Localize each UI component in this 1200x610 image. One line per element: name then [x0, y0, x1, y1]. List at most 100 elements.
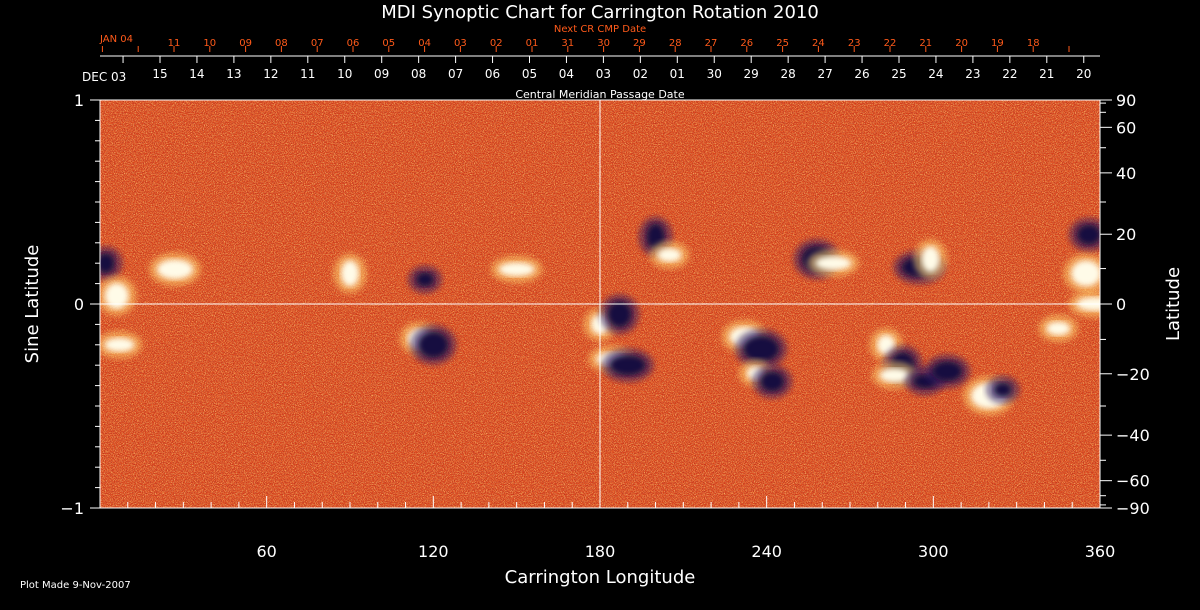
next-cr-date-label: 31 — [561, 38, 574, 49]
positive-polarity-region — [815, 256, 852, 271]
positive-polarity-region — [341, 260, 359, 287]
next-cr-date-label: 22 — [884, 38, 897, 49]
y2-tick-label: 0 — [1116, 295, 1126, 314]
cmp-date-label: 20 — [1076, 67, 1091, 81]
y2-tick-label: 40 — [1116, 164, 1136, 183]
negative-polarity-region — [609, 355, 646, 376]
x-tick-label: 240 — [751, 542, 782, 561]
active-regions — [100, 216, 1100, 416]
y2-tick-label: −90 — [1116, 499, 1150, 518]
negative-polarity-region — [760, 371, 785, 392]
cmp-date-label: 01 — [670, 67, 685, 81]
next-cr-date-label: 23 — [848, 38, 861, 49]
x-tick-label: 60 — [256, 542, 276, 561]
next-cr-date-label: 21 — [919, 38, 932, 49]
cmp-date-label: 26 — [854, 67, 869, 81]
next-cr-date-label: 02 — [490, 38, 503, 49]
positive-polarity-region — [1071, 260, 1100, 287]
cmp-date-label: 28 — [781, 67, 796, 81]
positive-polarity-region — [1046, 321, 1071, 336]
cmp-date-label: 09 — [374, 67, 389, 81]
next-cr-date-label: 20 — [955, 38, 968, 49]
cmp-date-label: 12 — [263, 67, 278, 81]
y2-tick-label: 90 — [1116, 91, 1136, 110]
cmp-date-label: 03 — [596, 67, 611, 81]
cmp-date-label: 29 — [744, 67, 759, 81]
next-cr-date-label: 25 — [776, 38, 789, 49]
cmp-date-label: 07 — [448, 67, 463, 81]
x-tick-label: 120 — [418, 542, 449, 561]
positive-polarity-region — [657, 248, 682, 263]
cmp-date-label: 05 — [522, 67, 537, 81]
next-cr-date-label: 11 — [168, 38, 181, 49]
next-cr-start-label: JAN 04 — [99, 34, 133, 45]
y2-tick-label: −20 — [1116, 365, 1150, 384]
next-cr-date-label: 27 — [705, 38, 718, 49]
y2-tick-label: −40 — [1116, 426, 1150, 445]
cmp-date-label: 15 — [152, 67, 167, 81]
x-tick-label: 360 — [1085, 542, 1116, 561]
next-cr-date-label: 07 — [311, 38, 324, 49]
positive-polarity-region — [498, 262, 535, 277]
cmp-date-label: 14 — [189, 67, 204, 81]
cmp-date-label: 23 — [965, 67, 980, 81]
next-cr-date-label: 06 — [347, 38, 360, 49]
x-tick-label: 180 — [585, 542, 616, 561]
y-tick-label: −1 — [60, 499, 84, 518]
plot-made-note: Plot Made 9-Nov-2007 — [20, 580, 131, 591]
y2-tick-label: 60 — [1116, 118, 1136, 137]
cmp-date-label: 08 — [411, 67, 426, 81]
cmp-date-label: 13 — [226, 67, 241, 81]
negative-polarity-region — [607, 301, 632, 328]
cmp-date-label: 22 — [1002, 67, 1017, 81]
next-cr-date-label: 19 — [991, 38, 1004, 49]
next-cr-date-label: 01 — [526, 38, 539, 49]
cmp-date-label: 04 — [559, 67, 574, 81]
next-cr-date-label: 09 — [239, 38, 252, 49]
x-axis-label: Carrington Longitude — [505, 567, 696, 588]
cmp-start-label: DEC 03 — [82, 70, 126, 84]
negative-polarity-region — [100, 253, 115, 274]
cmp-date-label: 10 — [337, 67, 352, 81]
y-axis-label: Sine Latitude — [22, 245, 43, 364]
cmp-date-label: 21 — [1039, 67, 1054, 81]
negative-polarity-region — [932, 361, 963, 382]
cmp-axis-label: Central Meridian Passage Date — [515, 88, 684, 101]
negative-polarity-region — [1076, 224, 1100, 245]
chart-title: MDI Synoptic Chart for Carrington Rotati… — [381, 2, 819, 23]
cmp-date-label: 06 — [485, 67, 500, 81]
y2-tick-label: 20 — [1116, 225, 1136, 244]
cmp-date-label: 25 — [891, 67, 906, 81]
negative-polarity-region — [418, 331, 449, 358]
next-cr-date-label: 29 — [633, 38, 646, 49]
positive-polarity-region — [157, 259, 193, 280]
next-cr-axis-label: Next CR CMP Date — [554, 24, 646, 35]
next-cr-date-label: 24 — [812, 38, 825, 49]
y-tick-label: 1 — [74, 91, 84, 110]
next-cr-date-label: 28 — [669, 38, 682, 49]
negative-polarity-region — [993, 382, 1012, 397]
next-cr-date-label: 18 — [1027, 38, 1040, 49]
next-cr-date-label: 08 — [275, 38, 288, 49]
positive-polarity-region — [879, 368, 910, 383]
cmp-date-label: 02 — [633, 67, 648, 81]
next-cr-date-label: 30 — [597, 38, 610, 49]
next-cr-date-label: 10 — [203, 38, 216, 49]
cmp-date-label: 27 — [817, 67, 832, 81]
cmp-date-label: 24 — [928, 67, 943, 81]
cmp-date-label: 11 — [300, 67, 315, 81]
x-tick-label: 300 — [918, 542, 949, 561]
cmp-date-label: 30 — [707, 67, 722, 81]
positive-polarity-region — [921, 246, 940, 273]
next-cr-date-label: 26 — [740, 38, 753, 49]
y2-axis-label: Latitude — [1163, 267, 1184, 341]
positive-polarity-region — [104, 282, 129, 309]
positive-polarity-region — [104, 337, 135, 352]
y2-tick-label: −60 — [1116, 472, 1150, 491]
y-tick-label: 0 — [74, 295, 84, 314]
next-cr-date-label: 05 — [382, 38, 395, 49]
negative-polarity-region — [416, 272, 434, 287]
next-cr-date-label: 04 — [418, 38, 431, 49]
negative-polarity-region — [743, 335, 780, 362]
